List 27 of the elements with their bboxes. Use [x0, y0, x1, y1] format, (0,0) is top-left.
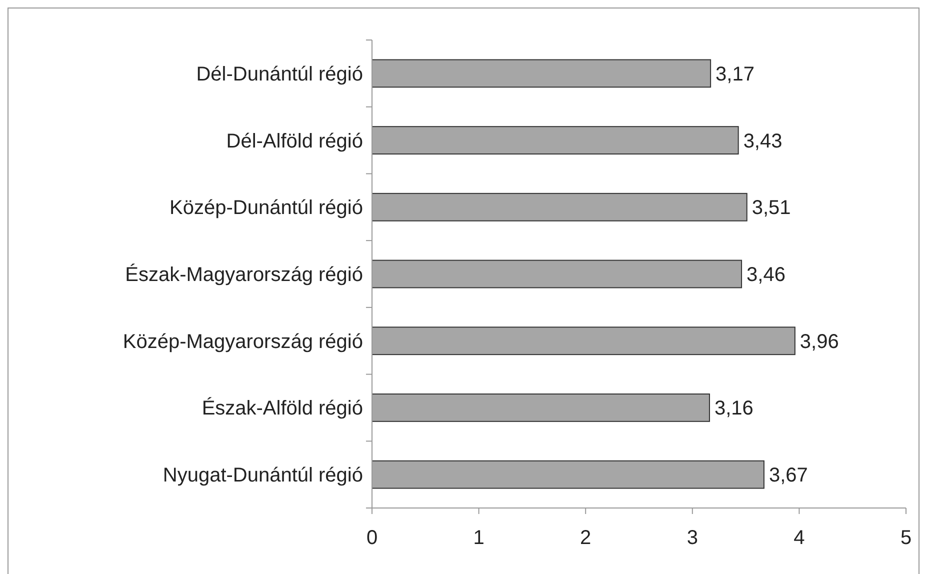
data-label: 3,46	[746, 264, 786, 286]
y-tick-label: Közép-Dunántúl régió	[170, 197, 363, 220]
x-tick-label: 5	[900, 527, 912, 549]
bar	[372, 394, 710, 422]
x-tick-label: 2	[580, 527, 592, 549]
bar	[372, 59, 712, 88]
x-tick-label: 3	[686, 527, 698, 549]
bar	[372, 126, 739, 154]
data-label: 3,43	[743, 130, 782, 152]
y-tick-label: Nyugat-Dunántúl régió	[162, 464, 363, 487]
y-tick-label: Közép-Magyarország régió	[122, 330, 363, 353]
x-tick-label: 4	[794, 527, 805, 549]
y-tick-label: Dél-Alföld régió	[226, 130, 363, 152]
bar	[372, 260, 742, 288]
y-tick-label: Észak-Magyarország régió	[125, 263, 363, 286]
data-label: 3,67	[768, 464, 808, 487]
x-tick-label: 1	[473, 527, 484, 549]
y-tick-label: Dél-Dunántúl régió	[196, 63, 363, 86]
data-label: 3,17	[716, 63, 754, 86]
bar	[372, 326, 796, 356]
data-label: 3,51	[752, 197, 791, 220]
data-label: 3,16	[714, 398, 754, 420]
bar	[372, 192, 748, 222]
y-tick-label: Észak-Alföld régió	[202, 396, 363, 420]
bar	[372, 460, 764, 489]
data-label: 3,96	[800, 330, 839, 353]
x-tick-label: 0	[366, 527, 378, 549]
